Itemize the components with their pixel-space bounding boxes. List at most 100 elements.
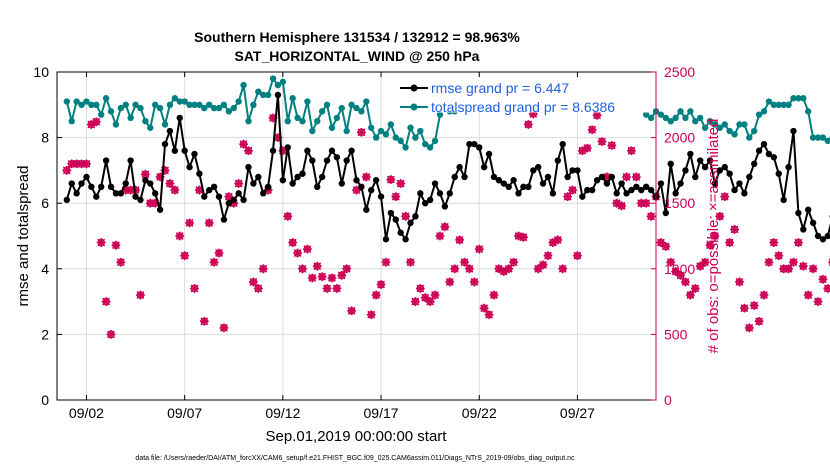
totalspread-point	[790, 95, 797, 102]
rmse-point	[431, 180, 439, 187]
rmse-point	[402, 236, 409, 243]
totalspread-point	[358, 108, 365, 115]
totalspread-point	[63, 98, 71, 105]
obs-assimilated-point	[199, 316, 209, 326]
totalspread-point	[701, 124, 709, 131]
totalspread-point	[657, 111, 665, 118]
x-axis-label: Sep.01,2019 00:00:00 start	[266, 428, 448, 445]
rmse-point	[544, 173, 552, 181]
obs-assimilated-point	[793, 238, 803, 247]
rmse-point	[137, 196, 144, 204]
totalspread-point	[706, 118, 714, 125]
obs-assimilated-point	[420, 293, 430, 303]
rmse-point	[785, 163, 792, 171]
totalspread-point	[642, 111, 650, 118]
totalspread-point	[318, 108, 326, 115]
totalspread-point	[765, 98, 773, 105]
legend-box	[395, 77, 650, 113]
obs-assimilated-point	[145, 198, 155, 208]
rmse-point	[220, 216, 228, 223]
rmse-point	[530, 167, 537, 174]
rmse-point	[692, 173, 699, 181]
rmse-point	[790, 127, 797, 135]
rmse-point	[206, 186, 213, 194]
rmse-point	[559, 140, 566, 148]
rmse-point	[250, 180, 257, 187]
obs-assimilated-point	[204, 218, 214, 228]
obs-assimilated-point	[96, 238, 106, 247]
rmse-point	[338, 180, 345, 187]
obs-assimilated-point	[140, 169, 150, 179]
totalspread-point	[201, 104, 208, 112]
obs-assimilated-point	[322, 284, 332, 293]
rmse-point	[245, 163, 252, 171]
obs-assimilated-point	[465, 264, 474, 274]
obs-assimilated-point	[386, 175, 396, 184]
rmse-point	[78, 180, 85, 187]
rmse-point	[196, 170, 203, 177]
totalspread-point	[151, 101, 159, 109]
obs-assimilated-point	[82, 159, 91, 169]
totalspread-point	[112, 121, 120, 128]
rmse-point	[328, 147, 336, 154]
rmse-point	[294, 173, 301, 181]
rmse-point	[382, 236, 390, 243]
rmse-point	[260, 190, 267, 197]
rmse-point	[191, 150, 198, 158]
obs-assimilated-point	[415, 284, 425, 293]
rmse-point	[368, 186, 375, 194]
obs-assimilated-point	[779, 264, 789, 274]
totalspread-point	[647, 114, 655, 122]
obs-assimilated-point	[587, 125, 597, 135]
rmse-point	[181, 147, 188, 154]
rmse-point	[466, 140, 473, 148]
totalspread-point	[206, 101, 213, 109]
rmse-point	[525, 183, 532, 190]
obs-assimilated-point	[435, 231, 445, 241]
obs-assimilated-point	[185, 218, 194, 228]
obs-assimilated-point	[784, 264, 793, 274]
obs-assimilated-point	[730, 225, 739, 234]
totalspread-point	[161, 121, 169, 128]
obs-assimilated-point	[229, 198, 239, 208]
rmse-point	[569, 167, 576, 174]
rmse-point	[230, 196, 237, 204]
axis-ticks: 09/02 09/07 09/12 09/17 09/22 09/27 0 2 4 6 8 10 0 50…	[33, 64, 695, 421]
totalspread-point	[294, 114, 301, 122]
rmse-point	[633, 183, 640, 190]
obs-assimilated-point	[425, 297, 435, 306]
obs-assimilated-point	[366, 310, 376, 320]
rmse-point	[642, 183, 650, 190]
rmse-point	[127, 157, 134, 164]
obs-assimilated-point	[764, 257, 774, 267]
rmse-point	[564, 173, 571, 181]
totalspread-point	[417, 127, 424, 135]
rmse-point	[461, 173, 468, 181]
totalspread-point	[805, 108, 812, 115]
obs-assimilated-point	[641, 198, 651, 208]
rmse-point	[819, 236, 827, 243]
obs-assimilated-point	[735, 277, 744, 287]
obs-assimilated-point	[381, 257, 391, 267]
obs-assimilated-point	[376, 280, 386, 289]
rmse-point	[269, 147, 277, 154]
rmse-point	[588, 186, 596, 194]
rmse-point	[377, 193, 385, 200]
totalspread-point	[323, 101, 331, 109]
rmse-point	[156, 206, 164, 213]
obs-assimilated-point	[700, 257, 710, 267]
obs-assimilated-point	[239, 139, 248, 149]
rmse-point	[549, 190, 557, 197]
rmse-point	[476, 144, 483, 151]
totalspread-point	[746, 134, 753, 141]
totalspread-point	[328, 124, 336, 131]
totalspread-point	[156, 104, 164, 112]
x-tick-label: 09/22	[462, 405, 497, 421]
y-tick-label-right: 1000	[664, 261, 695, 277]
obs-assimilated-point	[479, 303, 489, 313]
obs-assimilated-point	[332, 284, 342, 293]
totalspread-point	[107, 108, 115, 115]
obs-assimilated-point	[430, 290, 440, 300]
y-tick-label-left: 2	[41, 326, 49, 342]
